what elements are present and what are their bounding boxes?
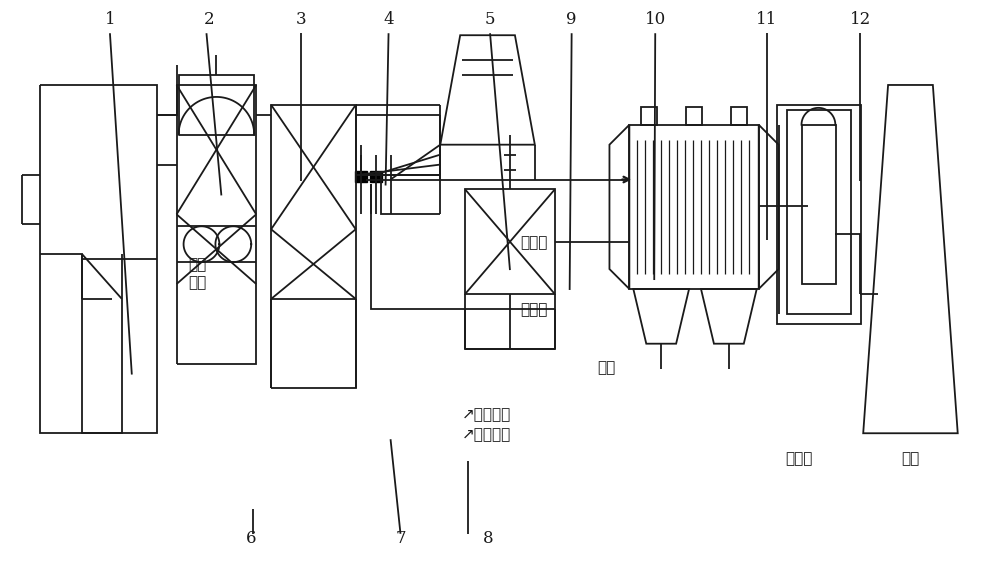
Bar: [641, 107, 657, 125]
Bar: [686, 107, 702, 125]
Text: 11: 11: [756, 11, 777, 28]
Bar: [731, 107, 747, 125]
Text: 4: 4: [383, 11, 394, 28]
Text: 冷空气: 冷空气: [520, 235, 547, 250]
Text: ↗熔渣出口: ↗熔渣出口: [462, 427, 511, 442]
Text: 6: 6: [246, 530, 256, 547]
Text: 烟囱: 烟囱: [901, 452, 919, 466]
Text: 热空气: 热空气: [520, 302, 547, 318]
Text: 脱硫塔: 脱硫塔: [785, 452, 812, 466]
Bar: [802, 125, 836, 284]
Text: 10: 10: [645, 11, 666, 28]
Text: 9: 9: [566, 11, 577, 28]
Text: 8: 8: [483, 530, 493, 547]
Bar: [355, 170, 367, 183]
Text: 飞灰: 飞灰: [598, 360, 616, 375]
Text: 烟气: 烟气: [189, 258, 207, 272]
Text: 12: 12: [850, 11, 871, 28]
Text: 2: 2: [204, 11, 215, 28]
Bar: [777, 105, 861, 324]
Text: 1: 1: [105, 11, 115, 28]
Text: 入口: 入口: [189, 275, 207, 290]
Text: ↗烟气出口: ↗烟气出口: [462, 407, 511, 422]
Bar: [787, 110, 851, 314]
Bar: [465, 190, 555, 294]
Text: 5: 5: [485, 11, 495, 28]
Bar: [370, 170, 382, 183]
Text: 3: 3: [296, 11, 306, 28]
Text: 7: 7: [395, 530, 406, 547]
Bar: [629, 125, 759, 289]
